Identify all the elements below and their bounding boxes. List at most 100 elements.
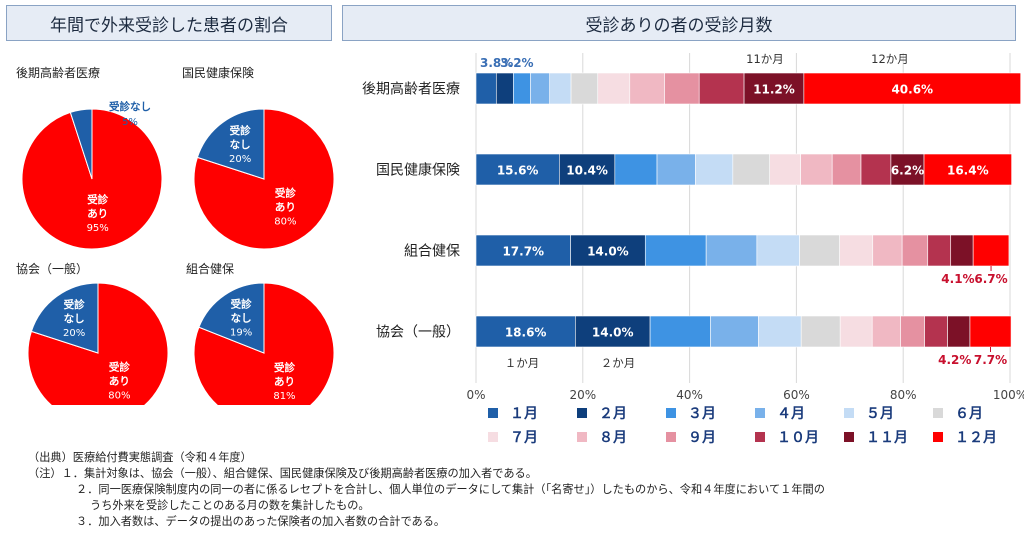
pie-label-yes: 受診あり 80% — [108, 360, 130, 401]
pie-panel-title: 年間で外来受診した患者の割合 — [6, 5, 332, 41]
bar-segment — [947, 315, 971, 348]
bar-segment — [800, 315, 841, 348]
data-label: 14.0% — [592, 326, 634, 340]
legend-label: ９月 — [688, 430, 716, 446]
bar-segment — [575, 315, 651, 348]
legend-swatch — [755, 432, 765, 442]
bar-segment — [927, 234, 952, 267]
bar-segment — [629, 72, 665, 105]
x-tick-label: 20% — [569, 388, 596, 402]
pie-label-yes: 受診あり 81% — [273, 361, 295, 402]
bar-segment — [475, 234, 571, 267]
annotation-1month: １か月 — [505, 356, 540, 370]
bar-segment — [664, 72, 700, 105]
data-label: 6.2% — [891, 164, 924, 178]
legend-label: １２月 — [955, 430, 997, 446]
bar-segment — [872, 234, 903, 267]
category-label: 組合健保 — [404, 244, 460, 260]
bar-segment — [698, 72, 745, 105]
legend-label: １１月 — [866, 430, 908, 446]
legend-label: １月 — [510, 406, 538, 422]
bar-segment — [924, 315, 948, 348]
pie-label-yes-line1: 受診 — [274, 361, 295, 374]
pie-label-yes-line2: あり — [87, 207, 108, 220]
bar-segment — [901, 234, 929, 267]
bar-segment — [831, 153, 862, 186]
legend-swatch — [577, 408, 587, 418]
bar-segment — [597, 72, 631, 105]
data-label: 10.4% — [566, 164, 608, 178]
pie-label-yes-line1: 受診 — [109, 360, 130, 373]
pie-label-yes: 受診あり 80% — [274, 186, 296, 227]
legend-label: １０月 — [777, 430, 819, 446]
data-label: 40.6% — [891, 83, 933, 97]
pie-label-yes-line1: 受診 — [87, 193, 108, 206]
legend-swatch — [577, 432, 587, 442]
pie-label-yes-line2: あり — [109, 374, 130, 387]
pie-value-yes: 81% — [273, 391, 295, 402]
data-label: 4.2% — [938, 353, 971, 367]
bar-segment — [871, 315, 901, 348]
pie-label-no-line2: なし — [64, 313, 85, 325]
bar-segment — [649, 315, 711, 348]
legend-item: ５月 — [844, 403, 894, 423]
bar-segment — [549, 72, 572, 105]
bar-segment — [614, 153, 658, 186]
data-label: 11.2% — [753, 83, 795, 97]
legend-label: ６月 — [955, 406, 983, 422]
bar-segment — [695, 153, 734, 186]
bar-segment — [705, 234, 758, 267]
legend-label: ２月 — [599, 406, 627, 422]
category-label: 国民健康保険 — [376, 162, 460, 179]
pie-label-yes: 受診あり 95% — [87, 193, 109, 234]
pie-label-no-line1: 受診 — [230, 124, 251, 137]
bar-segment — [839, 234, 874, 267]
legend-item: ４月 — [755, 403, 805, 423]
bar-segment — [530, 72, 550, 105]
bar-segment — [969, 315, 1012, 348]
bar-segment — [950, 234, 974, 267]
pie-charts: 後期高齢者医療受診あり95%受診なし5%国民健康保険受診あり80%受診なし20%… — [16, 65, 335, 405]
pie-value-yes: 80% — [274, 216, 296, 227]
legend-item: ７月 — [488, 427, 538, 447]
category-label: 後期高齢者医療 — [362, 81, 460, 98]
pie-label-yes-line2: あり — [274, 375, 295, 388]
pie-label-no-line2: なし — [231, 312, 252, 324]
bar-segment — [758, 315, 802, 348]
pie-title: 後期高齢者医療 — [16, 65, 100, 80]
pie-label-yes-line1: 受診 — [275, 186, 296, 199]
pie-value-no: 20% — [63, 328, 85, 339]
bar-segment — [644, 234, 707, 267]
bar-segment — [743, 72, 805, 105]
note-1: （注）１．集計対象は、協会（一般）、組合健保、国民健康保険及び後期高齢者医療の加… — [28, 467, 537, 480]
bar-segment — [860, 153, 892, 186]
legend-label: ５月 — [866, 406, 894, 422]
bar-segment — [475, 72, 497, 105]
note-3: ３．加入者数は、データの提出のあった保険者の加入者数の合計である。 — [76, 515, 446, 528]
legend-swatch — [844, 432, 854, 442]
bar-segment — [656, 153, 696, 186]
bar-segment — [972, 234, 1010, 267]
pie-label-yes-line2: あり — [275, 200, 296, 213]
bar-segment — [890, 153, 925, 186]
legend-swatch — [666, 432, 676, 442]
data-label: 14.0% — [587, 245, 629, 259]
legend-label: ８月 — [599, 430, 627, 446]
annotation-11months: 11か月 — [746, 52, 784, 66]
data-label: 15.6% — [497, 164, 539, 178]
data-label: 4.1% — [941, 272, 974, 286]
legend-swatch — [488, 432, 498, 442]
bar-segment — [769, 153, 801, 186]
pie-value-no: 19% — [230, 327, 252, 338]
pie-title: 国民健康保険 — [182, 65, 254, 80]
annotation-12months: 12か月 — [871, 52, 909, 66]
x-tick-label: 80% — [890, 388, 917, 402]
legend-label: ７月 — [510, 430, 538, 446]
bar-segment — [570, 234, 646, 267]
bar-segment — [559, 153, 616, 186]
pie-panel-title-text: 年間で外来受診した患者の割合 — [50, 15, 288, 36]
pie-value-no: 5% — [122, 117, 138, 128]
pie-slice-no — [69, 108, 93, 180]
legend-item: ２月 — [577, 403, 627, 423]
bar-segment — [900, 315, 925, 348]
